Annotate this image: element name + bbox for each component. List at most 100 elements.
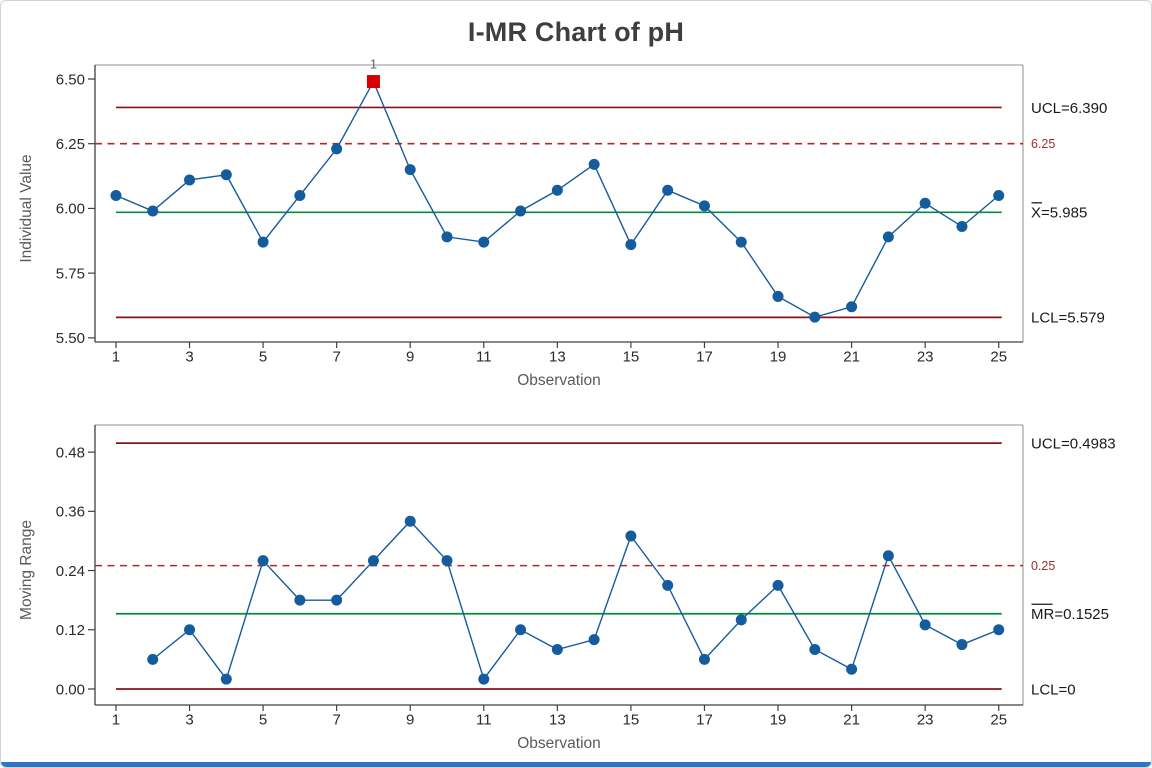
data-point bbox=[184, 174, 196, 186]
data-point bbox=[809, 643, 821, 655]
y-tick-label: 0.00 bbox=[56, 681, 85, 698]
data-point bbox=[919, 197, 931, 209]
ucl-label: UCL=6.390 bbox=[1031, 100, 1107, 117]
chart-title: I-MR Chart of pH bbox=[467, 17, 685, 47]
data-point bbox=[735, 236, 747, 248]
data-point bbox=[551, 184, 563, 196]
data-point bbox=[662, 579, 674, 591]
data-point bbox=[478, 673, 490, 685]
data-point bbox=[662, 184, 674, 196]
data-point bbox=[735, 614, 747, 626]
data-point bbox=[772, 579, 784, 591]
x-tick-label: 23 bbox=[917, 711, 934, 728]
x-tick-label: 15 bbox=[623, 711, 640, 728]
data-point bbox=[956, 639, 968, 651]
series-line bbox=[115, 79, 1000, 318]
data-point bbox=[698, 200, 710, 212]
lcl-label: LCL=5.579 bbox=[1031, 310, 1105, 327]
data-point bbox=[551, 643, 563, 655]
x-tick-label: 7 bbox=[332, 348, 340, 365]
data-point bbox=[882, 550, 894, 562]
x-tick-label: 5 bbox=[259, 711, 267, 728]
data-point bbox=[257, 236, 269, 248]
data-point bbox=[588, 158, 600, 170]
data-point bbox=[110, 189, 122, 201]
out-of-control-marker bbox=[366, 75, 380, 89]
y-tick-label: 0.12 bbox=[56, 622, 85, 639]
x-tick-label: 17 bbox=[696, 711, 713, 728]
y-tick-label: 0.24 bbox=[56, 563, 85, 580]
x-tick-label: 13 bbox=[549, 348, 566, 365]
x-tick-label: 13 bbox=[549, 711, 566, 728]
data-point bbox=[367, 555, 379, 567]
lcl-label: LCL=0 bbox=[1031, 681, 1076, 698]
data-point bbox=[478, 236, 490, 248]
x-tick-label: 11 bbox=[476, 711, 492, 728]
x-tick-label: 21 bbox=[843, 348, 860, 365]
center-label: X=5.985 bbox=[1031, 205, 1087, 222]
data-point bbox=[993, 189, 1005, 201]
x-axis-title: Observation bbox=[517, 735, 601, 752]
x-tick-label: 21 bbox=[843, 711, 860, 728]
data-point bbox=[846, 663, 858, 675]
data-point bbox=[404, 515, 416, 527]
data-point bbox=[441, 555, 453, 567]
data-point bbox=[882, 231, 894, 243]
data-point bbox=[809, 311, 821, 323]
data-point bbox=[441, 231, 453, 243]
y-tick-label: 0.48 bbox=[56, 444, 85, 461]
data-point bbox=[772, 290, 784, 302]
data-point bbox=[625, 530, 637, 542]
moving-range-chart: 0.480.360.240.120.001 3 5 7 9 11 13 15 17 19 21 23 2… bbox=[18, 424, 1116, 752]
x-tick-label: 1 bbox=[112, 348, 120, 365]
center-label: MR=0.1525 bbox=[1031, 606, 1109, 623]
data-point bbox=[588, 634, 600, 646]
data-point bbox=[956, 221, 968, 233]
x-tick-label: 1 bbox=[112, 711, 120, 728]
x-tick-label: 7 bbox=[332, 711, 340, 728]
x-tick-label: 19 bbox=[770, 348, 787, 365]
data-point bbox=[698, 653, 710, 665]
x-tick-label: 3 bbox=[185, 711, 193, 728]
data-point bbox=[625, 239, 637, 251]
individuals-chart: 6.506.256.005.755.501 3 5 7 9 11 13 15 17 19 21 23 2… bbox=[18, 57, 1107, 389]
x-tick-label: 19 bbox=[770, 711, 787, 728]
data-point bbox=[147, 205, 159, 217]
data-point bbox=[184, 624, 196, 636]
x-tick-label: 9 bbox=[406, 711, 414, 728]
data-point bbox=[919, 619, 931, 631]
data-point bbox=[331, 143, 343, 155]
x-tick-label: 23 bbox=[917, 348, 934, 365]
out-of-control-label: 1 bbox=[370, 57, 377, 72]
x-tick-label: 5 bbox=[259, 348, 267, 365]
y-tick-label: 6.00 bbox=[56, 201, 85, 218]
x-tick-label: 15 bbox=[623, 348, 640, 365]
data-point bbox=[220, 673, 232, 685]
data-point bbox=[220, 169, 232, 181]
data-point bbox=[404, 164, 416, 176]
x-tick-label: 11 bbox=[476, 348, 492, 365]
x-tick-label: 25 bbox=[990, 711, 1007, 728]
spec-label: 6.25 bbox=[1031, 137, 1055, 151]
y-tick-label: 0.36 bbox=[56, 504, 85, 521]
spec-label: 0.25 bbox=[1031, 559, 1055, 573]
x-tick-label: 25 bbox=[990, 348, 1007, 365]
data-point bbox=[147, 653, 159, 665]
bottom-accent-strip bbox=[1, 762, 1151, 767]
x-tick-label: 9 bbox=[406, 348, 414, 365]
data-point bbox=[331, 594, 343, 606]
y-tick-label: 6.50 bbox=[56, 71, 85, 88]
y-tick-label: 6.25 bbox=[56, 136, 85, 153]
data-point bbox=[257, 555, 269, 567]
data-point bbox=[846, 301, 858, 313]
data-point bbox=[993, 624, 1005, 636]
y-tick-label: 5.50 bbox=[56, 330, 85, 347]
y-axis-title: Individual Value bbox=[18, 154, 35, 262]
data-point bbox=[515, 624, 527, 636]
y-tick-label: 5.75 bbox=[56, 265, 85, 282]
ucl-label: UCL=0.4983 bbox=[1031, 435, 1116, 452]
x-tick-label: 17 bbox=[696, 348, 713, 365]
y-axis-title: Moving Range bbox=[18, 520, 35, 620]
